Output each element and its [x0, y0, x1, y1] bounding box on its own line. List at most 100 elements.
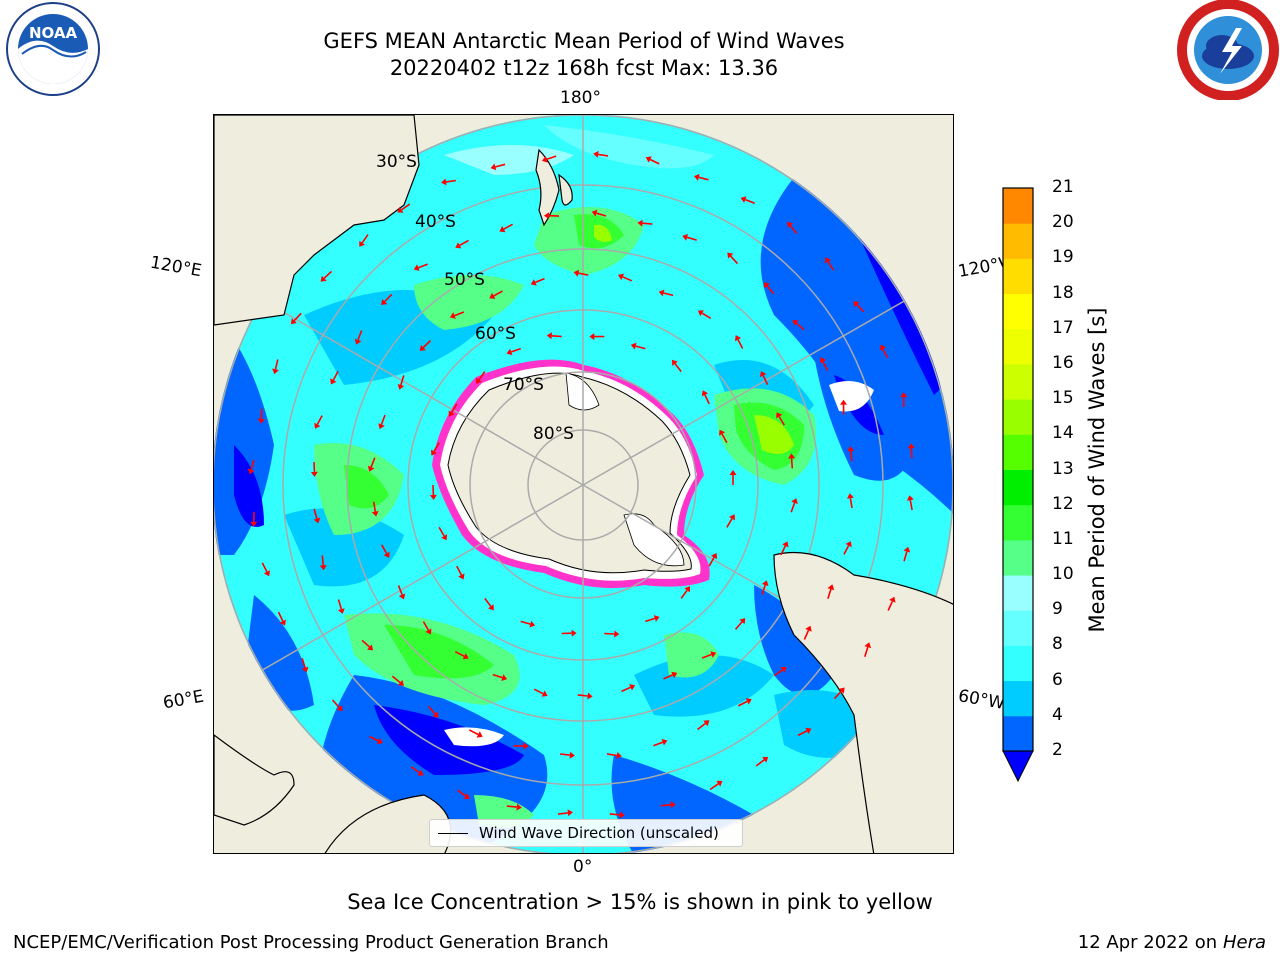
wind-arrow-shaft [761, 584, 766, 595]
wind-arrow-head [354, 338, 362, 345]
wind-arrow-shaft [391, 675, 401, 684]
wind-arrow-shaft [332, 370, 339, 381]
wind-arrow-head [247, 468, 255, 475]
svg-text:NOAA: NOAA [29, 24, 78, 42]
wind-arrow-shaft [708, 557, 715, 567]
wind-arrow-head [653, 615, 660, 622]
wind-arrow-shaft [323, 270, 333, 279]
wind-arrow-head [764, 282, 770, 289]
wind-arrow-shaft [468, 729, 479, 736]
colorbar-tick-label: 11 [1052, 528, 1074, 549]
wind-arrow-shaft [418, 263, 428, 269]
wind-arrow-head [516, 803, 522, 811]
wind-arrow-shaft [433, 442, 440, 452]
wind-arrow-shaft [734, 621, 743, 630]
wind-arrow-shaft [910, 448, 913, 459]
wind-arrow-shaft [261, 562, 268, 573]
colorbar-cell [1003, 575, 1033, 611]
wind-arrow-head [314, 422, 321, 429]
wind-arrow-head [710, 651, 717, 658]
wind-arrow-shaft [551, 335, 562, 338]
wind-arrow-head [889, 596, 896, 603]
wind-arrow-head [376, 737, 383, 745]
nws-logo [1177, 0, 1279, 100]
wind-arrow-head [359, 240, 365, 247]
wind-arrow-head [398, 593, 406, 600]
wind-arrow-head [448, 410, 455, 417]
wind-arrow-shaft [762, 375, 769, 385]
wind-arrow-head [425, 628, 432, 635]
wind-arrow-head [458, 573, 465, 580]
wind-arrow-shaft [797, 730, 808, 737]
wind-arrow-head [336, 705, 343, 712]
wind-arrow-shaft [369, 735, 379, 742]
wind-arrow-head [819, 357, 826, 364]
wind-arrow-shaft [606, 753, 618, 757]
wind-arrow-shaft [635, 345, 646, 350]
wind-arrow-shaft [780, 545, 787, 556]
legend-line-swatch [438, 833, 468, 835]
wind-arrow-head [840, 399, 847, 405]
wind-arrow-shaft [701, 312, 712, 319]
wind-arrow-head [476, 377, 482, 384]
wind-arrow-shaft [445, 179, 457, 183]
lon-label-0: 0° [573, 857, 593, 877]
wind-arrow-head [371, 511, 379, 517]
wind-arrow-shaft [422, 340, 432, 349]
wind-arrow-shaft [511, 347, 521, 353]
wind-arrow-head [907, 443, 915, 449]
wind-arrow-shaft [274, 359, 279, 370]
wind-arrow-head [703, 720, 710, 727]
wind-arrow-head [587, 692, 593, 700]
wind-arrow-shaft [597, 153, 609, 157]
colorbar-tick-label: 9 [1052, 599, 1063, 620]
wind-arrow-shaft [726, 518, 733, 528]
wind-arrow-shaft [795, 322, 805, 331]
wind-arrow-shaft [663, 674, 674, 680]
wind-arrow-head [847, 493, 854, 499]
wind-arrow-shaft [578, 272, 589, 276]
wind-arrow-shaft [882, 348, 889, 359]
wind-arrow-head [853, 301, 860, 308]
wind-arrow-shaft [730, 255, 739, 265]
colorbar-cell [1003, 539, 1033, 576]
wind-arrow-head [776, 412, 783, 419]
map-legend: Wind Wave Direction (unscaled) [429, 819, 743, 847]
wind-arrow-shaft [686, 236, 697, 241]
wind-arrow-shaft [596, 212, 607, 217]
colorbar-under-triangle [1002, 750, 1034, 783]
wind-arrow-shaft [789, 225, 798, 234]
wind-arrow-shaft [422, 621, 430, 631]
wind-arrow-head [903, 546, 911, 553]
wind-arrow-head [847, 446, 855, 452]
wind-arrow-shaft [321, 555, 324, 566]
wind-arrow-head [782, 541, 789, 548]
wind-arrow-shaft [397, 585, 403, 595]
wind-arrow-head [697, 310, 704, 317]
wind-arrow-shaft [484, 597, 492, 607]
wind-arrow-head [320, 275, 327, 282]
wind-arrow-shaft [557, 812, 568, 815]
colorbar-tick-label: 17 [1052, 317, 1074, 338]
wind-arrow-head [729, 514, 735, 521]
colorbar-cell [1003, 258, 1033, 295]
wind-arrow-head [319, 565, 327, 571]
colorbar [1002, 187, 1034, 783]
colorbar-tick-label: 2 [1052, 740, 1063, 760]
wind-arrow-head [716, 780, 723, 787]
wind-arrow-head [593, 150, 599, 158]
wind-arrow-shaft [293, 312, 302, 322]
footer-date: 12 Apr 2022 on Hera [1078, 932, 1266, 953]
wind-arrow-shaft [277, 611, 284, 622]
colorbar-tick-label: 14 [1052, 423, 1074, 444]
colorbar-label: Mean Period of Wind Waves [s] [1085, 307, 1109, 633]
colorbar-tick-label: 20 [1052, 212, 1074, 233]
chart-subtitle: 20220402 t12z 168h fcst Max: 13.36 [389, 56, 779, 80]
colorbar-tick-label: 12 [1052, 493, 1074, 514]
wind-arrow-shaft [737, 700, 748, 707]
wind-arrow-shaft [380, 414, 386, 425]
wind-arrow-head [544, 212, 550, 220]
wind-arrow-shaft [410, 766, 420, 774]
wind-arrow-shaft [698, 176, 709, 181]
wind-arrow-head [661, 738, 668, 746]
